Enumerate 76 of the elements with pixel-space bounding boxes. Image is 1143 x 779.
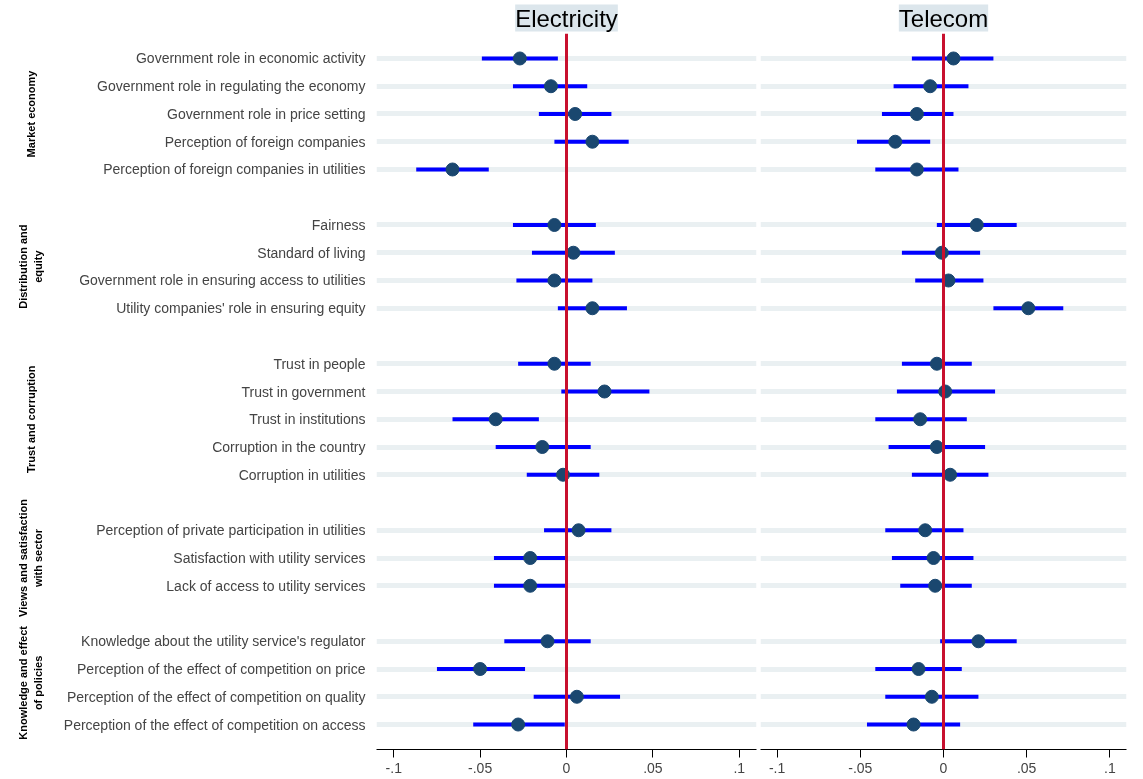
point [547, 218, 562, 232]
point [547, 356, 562, 371]
x-tick-label: .05 [1016, 759, 1037, 776]
point [511, 717, 526, 732]
point [918, 523, 933, 538]
y-tick-label: Government role in regulating the economy [97, 78, 366, 95]
point [488, 412, 503, 427]
point [928, 578, 943, 593]
point [585, 134, 600, 149]
y-tick-label: Perception of the effect of competition on quality [66, 688, 366, 705]
point [911, 662, 926, 677]
x-tick-label: -.05 [468, 759, 493, 776]
point [597, 384, 612, 399]
point [909, 162, 924, 177]
point [523, 551, 538, 565]
point [569, 689, 584, 704]
point [540, 634, 555, 649]
point [929, 356, 944, 371]
y-tick-label: Government role in ensuring access to utilities [79, 272, 366, 289]
point [888, 134, 903, 149]
point [971, 634, 986, 649]
point [1021, 301, 1036, 316]
x-tick-label: 0 [939, 759, 948, 776]
point [571, 523, 586, 538]
point [909, 106, 924, 121]
x-tick-label: .1 [733, 759, 746, 776]
point [924, 689, 939, 704]
x-tick-label: .05 [643, 759, 663, 776]
point [535, 440, 550, 454]
point [445, 162, 460, 177]
y-tick-label: Satisfaction with utility services [173, 550, 366, 567]
text: Knowledge and effect of policies [17, 625, 44, 740]
y-tick-label: Utility companies' role in ensuring equity [116, 300, 366, 317]
x-tick-label: -.1 [768, 759, 786, 776]
y-tick-label: Standard of living [257, 244, 366, 261]
text: Distribution and equity [17, 224, 44, 309]
point [566, 245, 581, 260]
text: Market economy [24, 69, 37, 158]
point [969, 218, 984, 232]
point [523, 578, 538, 593]
point [913, 412, 928, 427]
point [473, 662, 488, 677]
point [568, 106, 583, 121]
point [543, 79, 558, 94]
y-tick-label: Fairness [311, 216, 366, 233]
point [929, 440, 944, 454]
text: Trust and corruption [24, 365, 37, 474]
y-tick-label: Trust in institutions [249, 411, 366, 428]
y-tick-label: Knowledge about the utility service's regulator [81, 633, 366, 650]
point [906, 717, 921, 732]
y-tick-label: Perception of foreign companies [164, 133, 366, 150]
point [512, 51, 527, 66]
point [943, 467, 958, 482]
y-tick-label: Perception of the effect of competition on price [77, 661, 366, 678]
text: Views and satisfaction with sector [17, 498, 44, 617]
point [585, 301, 600, 316]
point [547, 273, 562, 288]
x-tick-label: .1 [1104, 759, 1116, 776]
y-tick-label: Corruption in utilities [238, 466, 366, 483]
y-tick-label: Trust in people [273, 355, 366, 372]
chart-title: Electricity [515, 4, 618, 32]
y-tick-label: Trust in government [241, 383, 366, 400]
point [946, 51, 961, 66]
y-tick-label: Government role in price setting [167, 105, 366, 122]
y-tick-label: Corruption in the country [212, 439, 366, 455]
y-tick-label: Government role in economic activity [135, 50, 366, 67]
x-tick-label: -.1 [385, 759, 403, 776]
x-tick-label: -.05 [848, 759, 873, 776]
y-tick-label: Perception of foreign companies in utilities [103, 161, 366, 178]
point [923, 79, 938, 94]
chart-title: Telecom [898, 4, 989, 32]
y-tick-label: Perception of private participation in utilities [96, 522, 366, 539]
x-tick-label: 0 [562, 759, 571, 776]
y-tick-label: Lack of access to utility services [166, 577, 366, 594]
y-tick-label: Perception of the effect of competition on access [63, 716, 366, 733]
point [926, 551, 941, 565]
